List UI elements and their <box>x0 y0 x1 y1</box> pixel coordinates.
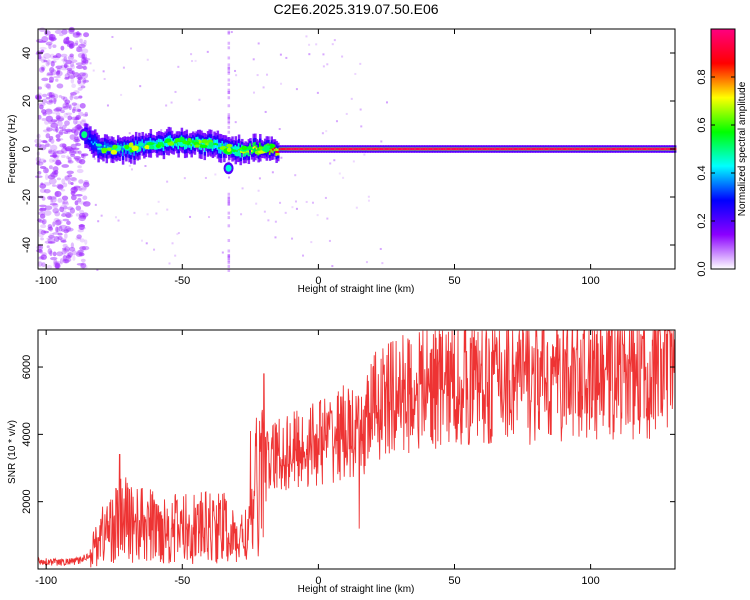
colorbar-label: Normalized spectral amplitude <box>737 81 748 216</box>
colorbar-tick-label: 0.8 <box>696 69 708 84</box>
snr-y-tick-label: 4000 <box>21 422 33 446</box>
spectrogram-panel: -100 -50 0 50 100 -40 -20 0 20 40 Height of stra… <box>7 26 677 295</box>
spectrogram-plot-area <box>34 26 677 272</box>
figure-title: C2E6.2025.319.07.50.E06 <box>273 1 438 17</box>
snr-x-tick-label: 50 <box>448 575 460 587</box>
spectrogram-y-ticks: -40 -20 0 20 40 <box>21 47 675 253</box>
spectrogram-x-tick-label: -50 <box>174 275 190 287</box>
spectrogram-x-ticks: -100 -50 0 50 100 <box>35 29 600 287</box>
snr-y-ticks: 2000 4000 6000 <box>21 355 675 514</box>
snr-x-ticks: -100 -50 0 50 100 <box>35 330 600 587</box>
spectrogram-y-tick-label: -20 <box>21 189 33 205</box>
colorbar-tick-label: 0.6 <box>696 117 708 132</box>
spectrogram-x-tick-label: 0 <box>315 275 321 287</box>
spectrogram-y-tick-label: -40 <box>21 237 33 253</box>
colorbar-tick-label: 0.4 <box>696 165 708 180</box>
spectrogram-x-tick-label: 100 <box>581 275 599 287</box>
ridge <box>79 123 677 175</box>
spectrogram-x-tick-label: 50 <box>448 275 460 287</box>
spectrogram-y-label: Frequency (Hz) <box>7 115 18 184</box>
spectrogram-feature <box>79 128 90 141</box>
spectrogram-x-tick-label: -100 <box>35 275 57 287</box>
snr-x-tick-label: 100 <box>581 575 599 587</box>
snr-x-tick-label: -50 <box>174 575 190 587</box>
spectrogram-y-tick-label: 20 <box>21 95 33 107</box>
snr-x-label: Height of straight line (km) <box>298 584 415 595</box>
spectrogram-x-label: Height of straight line (km) <box>298 284 415 295</box>
snr-panel: -100 -50 0 50 100 2000 4000 6000 Height of str… <box>7 329 676 595</box>
snr-plot-area <box>37 329 676 570</box>
colorbar: 0.0 0.2 0.4 0.6 0.8 Normalized spectral ampl… <box>696 28 748 277</box>
snr-x-tick-label: -100 <box>35 575 57 587</box>
spectrogram-y-tick-label: 40 <box>21 47 33 59</box>
snr-series-line <box>37 330 675 568</box>
snr-y-tick-label: 6000 <box>21 355 33 379</box>
snr-y-tick-label: 2000 <box>21 489 33 513</box>
colorbar-tick-label: 0.0 <box>696 261 708 276</box>
colorbar-gradient <box>711 29 735 269</box>
snr-x-tick-label: 0 <box>315 575 321 587</box>
colorbar-tick-label: 0.2 <box>696 213 708 228</box>
colorbar-ticks: 0.0 0.2 0.4 0.6 0.8 <box>696 28 736 277</box>
snr-y-label: SNR (10 * v/v) <box>7 420 18 484</box>
spectrogram-feature <box>223 162 234 175</box>
spectrogram-y-tick-label: 0 <box>21 146 33 152</box>
